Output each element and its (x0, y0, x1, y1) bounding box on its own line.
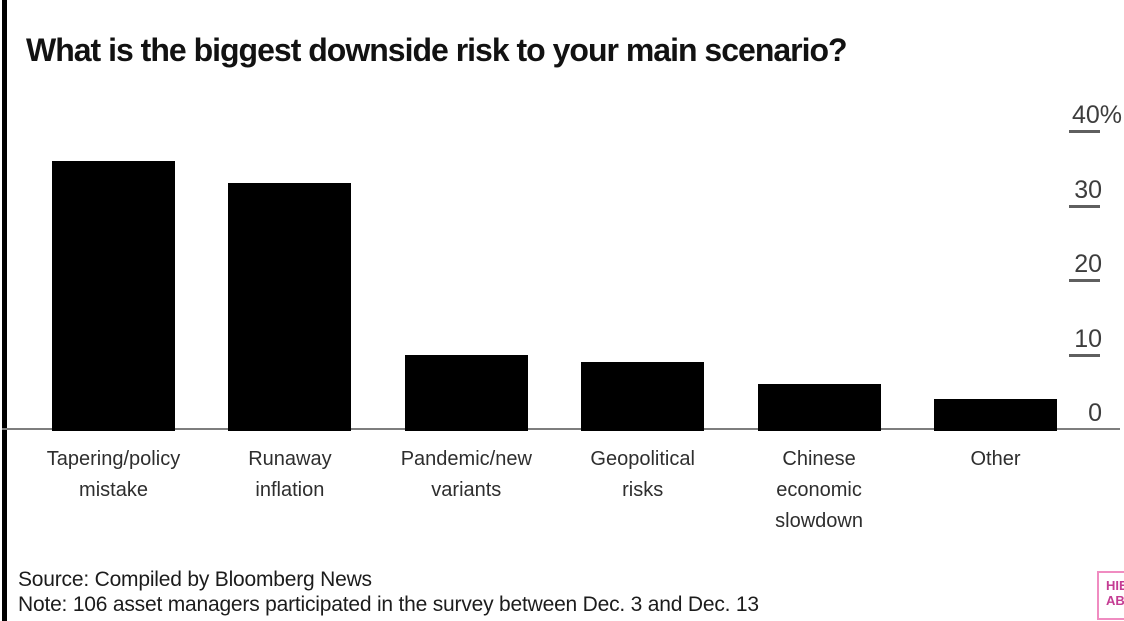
source-line: Source: Compiled by Bloomberg News (18, 568, 372, 591)
y-axis-tick-label-20: 20 (1074, 250, 1102, 278)
y-axis-tick-label-10: 10 (1074, 324, 1102, 353)
chart-title: What is the biggest downside risk to you… (26, 32, 848, 69)
subscribe-badge-line2: AB (1106, 593, 1124, 608)
x-axis-label-5: Other (970, 448, 1021, 470)
x-axis-label-1: Runaway inflation (248, 448, 332, 501)
bar-1 (228, 183, 352, 431)
subscribe-badge[interactable]: HIE AB (1097, 571, 1124, 620)
y-axis-tick-10 (1069, 353, 1100, 357)
left-edge-rule (2, 0, 7, 621)
x-axis-label-4: Chinese economic slowdown (775, 448, 863, 532)
note-line: Note: 106 asset managers participated in… (18, 593, 759, 616)
y-axis-tick-label-0: 0 (1088, 399, 1102, 427)
y-axis-tick-40 (1069, 130, 1100, 133)
y-axis-tick-label-40: 40% (1071, 101, 1122, 129)
x-axis-label-3: Geopolitical risks (590, 448, 695, 501)
bar-3 (581, 361, 705, 431)
y-axis-tick-label-30: 30 (1074, 175, 1102, 204)
y-axis-tick-30 (1069, 204, 1100, 208)
chart-footer: Source: Compiled by Bloomberg News Note:… (18, 567, 759, 617)
y-axis-tick-20 (1069, 279, 1100, 282)
bar-4 (757, 384, 881, 431)
bar-0 (52, 160, 175, 431)
bar-5 (934, 399, 1057, 431)
x-axis-baseline (2, 428, 1120, 430)
subscribe-badge-line1: HIE (1106, 578, 1124, 593)
bar-2 (404, 354, 528, 431)
x-axis-label-0: Tapering/policy mistake (46, 448, 181, 501)
x-axis-label-2: Pandemic/new variants (400, 448, 532, 501)
